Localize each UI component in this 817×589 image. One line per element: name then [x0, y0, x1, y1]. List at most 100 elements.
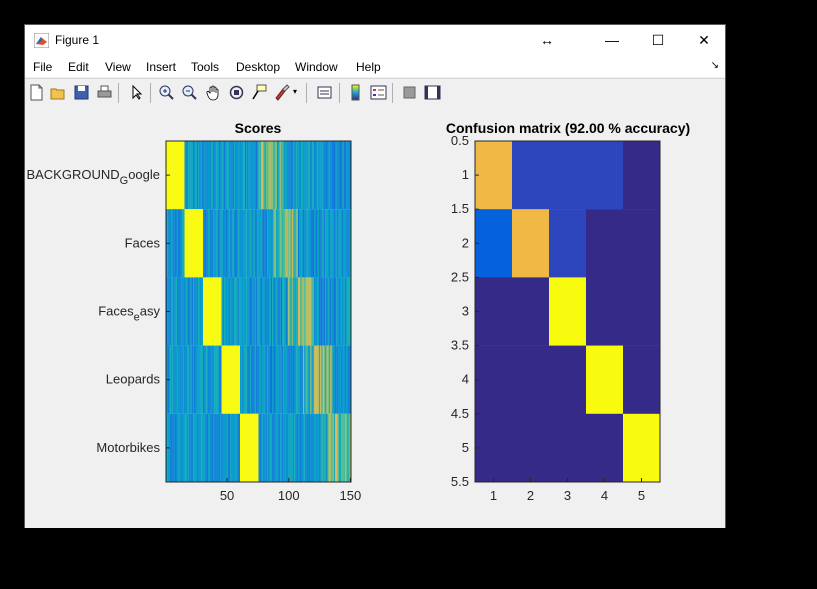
- print-icon[interactable]: [96, 84, 113, 101]
- menu-tools[interactable]: Tools: [191, 60, 220, 74]
- menu-insert[interactable]: Insert: [146, 60, 177, 74]
- scores-cell: [304, 345, 306, 414]
- scores-cell: [253, 413, 255, 482]
- scores-cell: [258, 413, 260, 482]
- scores-cell: [327, 141, 329, 210]
- pointer-icon[interactable]: [128, 84, 145, 101]
- confusion-heatmap[interactable]: [475, 141, 661, 483]
- new-figure-icon[interactable]: [28, 84, 45, 101]
- scores-cell: [333, 141, 336, 210]
- scores-cell: [331, 277, 333, 346]
- scores-cell: [200, 141, 202, 210]
- menu-file[interactable]: File: [33, 60, 53, 74]
- scores-cell: [311, 413, 313, 482]
- brush-icon[interactable]: [273, 84, 290, 101]
- window-title: Figure 1: [55, 33, 100, 47]
- rotate-3d-icon[interactable]: [228, 84, 245, 101]
- hide-plot-tools-icon[interactable]: [401, 84, 418, 101]
- scores-cell: [283, 277, 285, 346]
- scores-cell: [305, 413, 307, 482]
- scores-cell: [268, 209, 270, 278]
- show-plot-tools-icon[interactable]: [424, 84, 441, 101]
- scores-cell: [169, 141, 172, 210]
- scores-cell: [182, 141, 184, 210]
- scores-cell: [247, 413, 249, 482]
- scores-cell: [278, 209, 280, 278]
- scores-cell: [196, 209, 199, 278]
- scores-cell: [259, 413, 262, 482]
- data-cursor-icon[interactable]: [250, 84, 267, 101]
- scores-cell: [194, 345, 196, 414]
- scores-cell: [315, 209, 317, 278]
- menu-edit[interactable]: Edit: [68, 60, 89, 74]
- menu-desktop[interactable]: Desktop: [236, 60, 281, 74]
- minimize-button[interactable]: —: [605, 32, 619, 48]
- scores-cell: [262, 141, 264, 210]
- scores-cell: [207, 413, 210, 482]
- zoom-out-icon[interactable]: [181, 84, 198, 101]
- scores-cell: [269, 345, 271, 414]
- scores-cell: [205, 209, 207, 278]
- scores-cell: [228, 277, 231, 346]
- scores-cell: [263, 345, 265, 414]
- scores-cell: [310, 209, 312, 278]
- insert-legend-icon[interactable]: [370, 84, 387, 101]
- scores-cell: [284, 345, 286, 414]
- scores-cell: [189, 141, 191, 210]
- scores-cell: [258, 209, 260, 278]
- scores-cell: [173, 141, 175, 210]
- scores-cell: [195, 277, 197, 346]
- scores-cell: [305, 141, 307, 210]
- scores-cell: [286, 141, 289, 210]
- scores-heatmap[interactable]: [166, 141, 352, 482]
- move-icon[interactable]: ↔: [540, 32, 554, 48]
- scores-cell: [258, 141, 260, 210]
- menu-help[interactable]: Help: [356, 60, 381, 74]
- scores-cell: [272, 345, 274, 414]
- zoom-in-icon[interactable]: [158, 84, 175, 101]
- maximize-button[interactable]: ☐: [651, 31, 665, 48]
- title-bar[interactable]: Figure 1 ↔ — ☐ ✕: [25, 25, 725, 55]
- scores-cell: [278, 345, 280, 414]
- menu-window[interactable]: Window: [295, 60, 338, 74]
- scores-cell: [237, 413, 239, 482]
- scores-cell: [179, 277, 181, 346]
- scores-cell: [209, 277, 211, 346]
- scores-cell: [315, 141, 317, 210]
- confusion-cell: [475, 277, 513, 346]
- scores-cell: [215, 277, 217, 346]
- scores-cell: [211, 209, 214, 278]
- pan-icon[interactable]: [205, 84, 222, 101]
- scores-cell: [175, 277, 178, 346]
- scores-cell: [259, 141, 262, 210]
- scores-cell: [237, 141, 239, 210]
- scores-cell: [332, 413, 334, 482]
- open-file-icon[interactable]: [50, 84, 67, 101]
- menu-view[interactable]: View: [105, 60, 131, 74]
- scores-cell: [247, 277, 249, 346]
- scores-cell: [201, 141, 204, 210]
- figure-canvas: Scores BACKGROUNDGoogle Faces Faceseasy Leo…: [25, 107, 725, 528]
- scores-cell: [297, 277, 300, 346]
- link-plot-icon[interactable]: [316, 84, 333, 101]
- brush-dropdown-icon[interactable]: ▾: [293, 87, 298, 96]
- insert-colorbar-icon[interactable]: [347, 84, 364, 101]
- scores-cell: [231, 345, 233, 414]
- save-icon[interactable]: [73, 84, 90, 101]
- undock-icon[interactable]: ↘: [710, 60, 719, 71]
- scores-cell: [199, 277, 201, 346]
- scores-cell: [246, 345, 248, 414]
- scores-cell: [336, 345, 338, 414]
- scores-cell: [325, 277, 327, 346]
- close-button[interactable]: ✕: [698, 31, 710, 48]
- scores-cell: [204, 209, 206, 278]
- scores-cell: [200, 209, 202, 278]
- scores-cell: [349, 413, 352, 482]
- scores-cell: [253, 277, 255, 346]
- scores-cell: [263, 141, 265, 210]
- scores-x-tick-label: 50: [220, 488, 234, 503]
- scores-cell: [339, 209, 342, 278]
- matlab-icon: [34, 33, 49, 48]
- scores-cell: [262, 277, 264, 346]
- scores-cell: [219, 141, 221, 210]
